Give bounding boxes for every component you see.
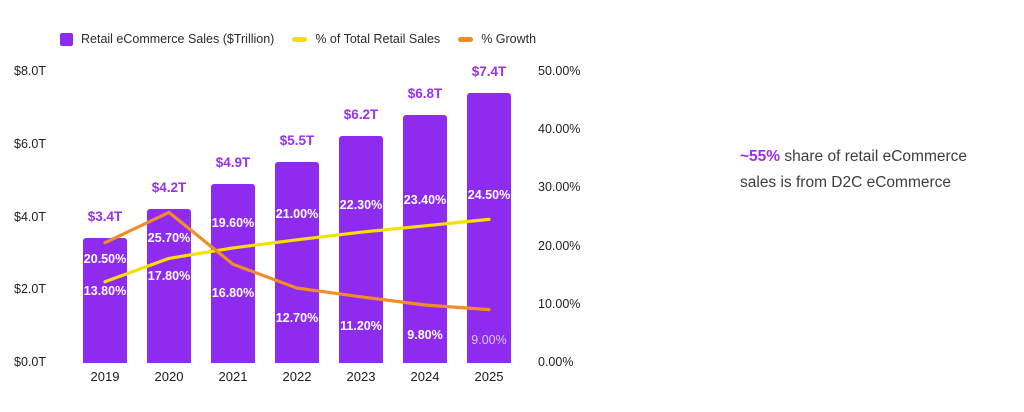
bar-value-label: $3.4T bbox=[87, 209, 123, 225]
right-axis-tick: 20.00% bbox=[538, 238, 581, 253]
share-line-swatch-icon bbox=[292, 36, 308, 42]
legend-item-total-retail-share: % of Total Retail Sales bbox=[292, 32, 440, 46]
share-label-2021: 19.60% bbox=[211, 216, 255, 230]
bar-value-label: $5.5T bbox=[279, 132, 315, 148]
right-axis-tick: 50.00% bbox=[538, 64, 581, 78]
legend-label: % of Total Retail Sales bbox=[315, 32, 441, 46]
annotation-text: share of retail eCommerce sales is from … bbox=[740, 148, 968, 191]
share-label-2024: 23.40% bbox=[403, 193, 447, 207]
x-axis-label-2025: 2025 bbox=[474, 369, 504, 384]
share-line bbox=[103, 217, 491, 284]
growth-label-2019: 20.50% bbox=[83, 252, 127, 266]
x-axis-label-2021: 2021 bbox=[218, 369, 248, 384]
x-axis-label-2019: 2019 bbox=[90, 369, 120, 384]
left-axis-tick: $4.0T bbox=[14, 209, 46, 224]
share-label-2020: 17.80% bbox=[147, 269, 191, 283]
growth-label-2024: 9.80% bbox=[407, 328, 443, 342]
right-axis-tick: 40.00% bbox=[538, 122, 581, 137]
bar-2024 bbox=[403, 114, 447, 363]
share-label-2022: 21.00% bbox=[275, 207, 319, 221]
right-axis-tick: 0.00% bbox=[538, 355, 574, 369]
bar-2020 bbox=[147, 209, 191, 363]
bar-2022 bbox=[275, 161, 319, 363]
growth-line-swatch-icon bbox=[458, 36, 474, 42]
bar-value-label: $6.8T bbox=[407, 85, 443, 101]
bar-2019 bbox=[83, 238, 127, 363]
x-axis-label-2023: 2023 bbox=[346, 369, 376, 384]
growth-label-2020: 25.70% bbox=[147, 231, 191, 245]
growth-label-2021: 16.80% bbox=[211, 286, 255, 300]
line-series-layer bbox=[103, 210, 491, 312]
x-axis-label-2024: 2024 bbox=[410, 369, 440, 384]
bar-2021 bbox=[211, 183, 255, 363]
growth-label-2022: 12.70% bbox=[275, 311, 319, 325]
bar-2025 bbox=[467, 92, 511, 363]
left-axis-tick: $8.0T bbox=[14, 64, 46, 78]
legend-item-retail-sales: Retail eCommerce Sales ($Trillion) bbox=[60, 32, 274, 46]
annotation-highlight: ~55% bbox=[740, 148, 781, 165]
share-label-2019: 13.80% bbox=[83, 284, 127, 298]
legend-label: % Growth bbox=[481, 32, 537, 46]
combo-chart: $8.0T $6.0T $4.0T $2.0T $0.0T 50.00% 40.00% 30.… bbox=[14, 63, 581, 384]
x-axis-label-2022: 2022 bbox=[282, 369, 312, 384]
bar-value-label: $7.4T bbox=[471, 63, 507, 79]
annotation: ~55% share of retail eCommerce sales is … bbox=[740, 144, 994, 196]
bar-value-label: $6.2T bbox=[343, 107, 379, 123]
x-axis-label-2020: 2020 bbox=[154, 369, 184, 384]
left-axis-tick: $6.0T bbox=[14, 136, 46, 151]
growth-label-2023: 11.20% bbox=[340, 319, 382, 333]
share-label-2023: 22.30% bbox=[339, 198, 383, 212]
right-axis-tick: 10.00% bbox=[538, 296, 581, 311]
legend-label: Retail eCommerce Sales ($Trillion) bbox=[81, 32, 275, 46]
growth-line bbox=[103, 210, 491, 312]
bar-value-label: $4.9T bbox=[215, 154, 251, 170]
left-axis-tick: $0.0T bbox=[14, 355, 46, 369]
right-axis-tick: 30.00% bbox=[538, 180, 581, 195]
legend: Retail eCommerce Sales ($Trillion) % of … bbox=[60, 32, 536, 46]
bar-value-label: $4.2T bbox=[151, 180, 187, 196]
growth-label-2025: 9.00% bbox=[471, 333, 507, 347]
legend-item-growth: % Growth bbox=[458, 32, 536, 46]
bar-series-swatch-icon bbox=[60, 32, 73, 46]
share-label-2025: 24.50% bbox=[467, 188, 511, 202]
bar-2023 bbox=[339, 136, 383, 363]
left-axis-tick: $2.0T bbox=[14, 282, 46, 297]
